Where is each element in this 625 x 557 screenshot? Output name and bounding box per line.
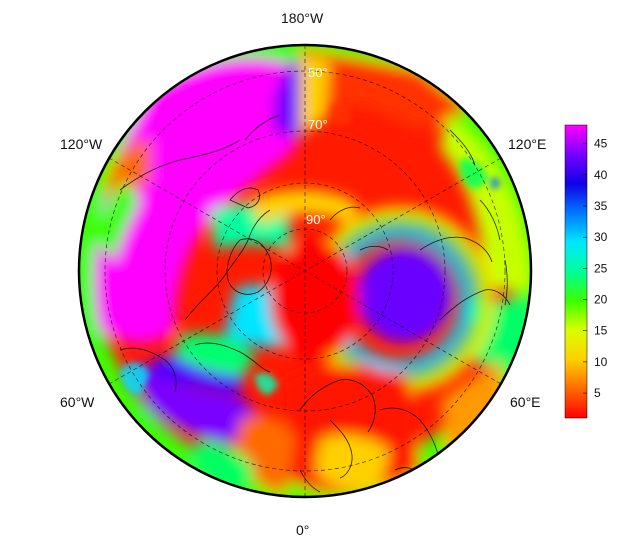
colorbar-tick-label: 10 xyxy=(594,355,608,369)
colorbar-gradient xyxy=(564,124,588,419)
colorbar-tick-label: 30 xyxy=(594,230,608,244)
longitude-label-top: 180°W xyxy=(281,10,324,26)
longitude-label-upper-right: 120°E xyxy=(508,136,547,152)
map-boundary xyxy=(77,43,533,499)
colorbar-tick-label: 45 xyxy=(594,137,608,151)
colorbar-tick-label: 35 xyxy=(594,199,608,213)
colorbar-tick-label: 20 xyxy=(594,293,608,307)
colorbar-tick-label: 25 xyxy=(594,261,608,275)
coastlines xyxy=(119,114,511,493)
colorbar-tick-label: 40 xyxy=(594,168,608,182)
colorbar-ticks: 5 10 15 20 25 30 35 40 45 xyxy=(583,137,608,400)
parallel-50 xyxy=(104,70,506,472)
data-field: 50° 70° 90° xyxy=(79,45,531,497)
region-purple-blob xyxy=(357,247,453,343)
colorbar-tick-label: 5 xyxy=(594,386,601,400)
latitude-label-50: 50° xyxy=(308,65,328,80)
parallel-70 xyxy=(216,182,394,360)
region-magenta xyxy=(94,58,300,344)
longitude-label-upper-left: 120°W xyxy=(60,136,103,152)
longitude-label-lower-right: 60°E xyxy=(510,394,541,410)
longitude-label-bottom: 0° xyxy=(296,522,310,538)
colorbar: 5 10 15 20 25 30 35 40 45 xyxy=(564,124,608,419)
graticule xyxy=(104,45,506,497)
longitude-label-lower-left: 60°W xyxy=(60,394,95,410)
meridian-120 xyxy=(108,157,502,385)
latitude-label-70: 70° xyxy=(308,117,328,132)
colorbar-tick-label: 15 xyxy=(594,324,608,338)
latitude-label-90: 90° xyxy=(306,212,326,227)
